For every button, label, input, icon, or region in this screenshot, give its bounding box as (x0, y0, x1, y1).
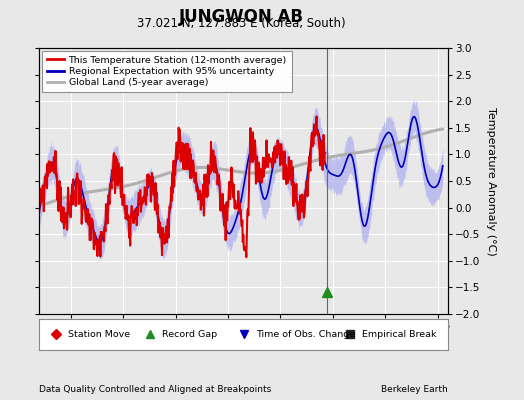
Text: JUNGWON AB: JUNGWON AB (179, 8, 303, 26)
Y-axis label: Temperature Anomaly (°C): Temperature Anomaly (°C) (486, 107, 496, 255)
Text: Data Quality Controlled and Aligned at Breakpoints: Data Quality Controlled and Aligned at B… (39, 385, 271, 394)
Text: Time of Obs. Change: Time of Obs. Change (256, 330, 355, 339)
Text: Station Move: Station Move (68, 330, 130, 339)
Legend: This Temperature Station (12-month average), Regional Expectation with 95% uncer: This Temperature Station (12-month avera… (42, 51, 291, 92)
Text: Empirical Break: Empirical Break (362, 330, 436, 339)
Text: Berkeley Earth: Berkeley Earth (381, 385, 448, 394)
Text: Record Gap: Record Gap (162, 330, 217, 339)
Text: 37.021 N, 127.883 E (Korea, South): 37.021 N, 127.883 E (Korea, South) (137, 17, 345, 30)
